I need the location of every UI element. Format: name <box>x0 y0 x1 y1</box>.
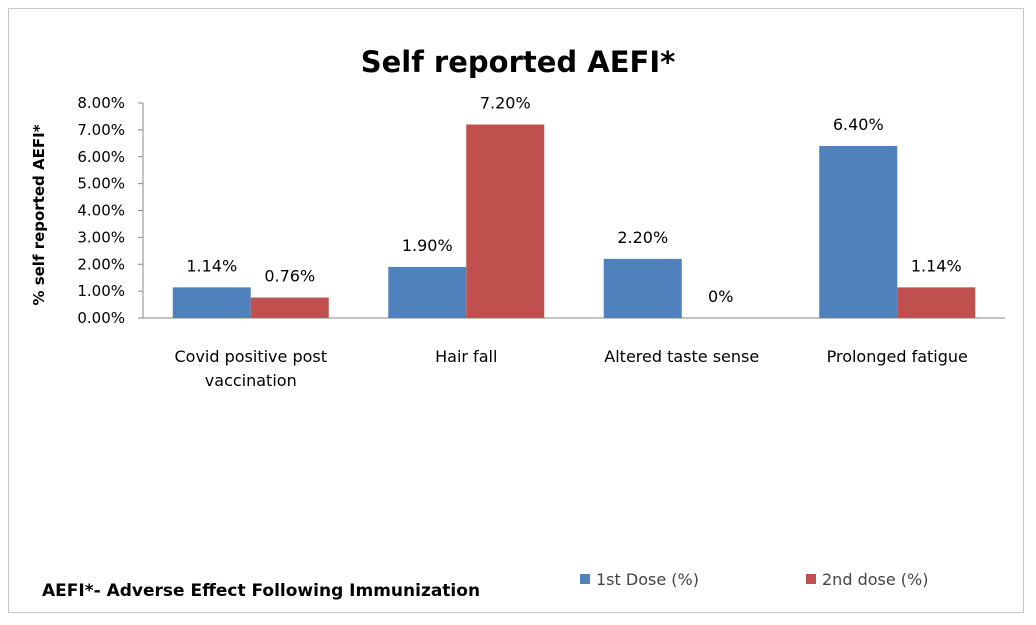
legend-label: 1st Dose (%) <box>596 570 699 589</box>
y-tick-label: 6.00% <box>77 148 125 166</box>
y-tick-label: 3.00% <box>77 228 125 246</box>
y-tick-label: 2.00% <box>77 255 125 273</box>
chart-title: Self reported AEFI* <box>361 45 676 79</box>
legend-swatch <box>806 574 816 584</box>
x-tick-label: Covid positive post <box>174 347 327 366</box>
data-label: 1.14% <box>186 256 237 275</box>
legend-label: 2nd dose (%) <box>822 570 928 589</box>
data-label: 0.76% <box>264 267 315 286</box>
x-tick-label: Prolonged fatigue <box>827 347 968 366</box>
legend-swatch <box>580 574 590 584</box>
y-tick-label: 5.00% <box>77 175 125 193</box>
y-tick-label: 7.00% <box>77 121 125 139</box>
bar-dose2 <box>897 287 976 318</box>
footnote: AEFI*- Adverse Effect Following Immuniza… <box>42 581 480 601</box>
data-label: 1.14% <box>911 256 962 275</box>
data-label: 0% <box>708 287 733 306</box>
bar-dose1 <box>172 287 251 318</box>
y-tick-label: 0.00% <box>77 309 125 327</box>
bar-dose2 <box>466 124 545 318</box>
data-label: 1.90% <box>402 236 453 255</box>
bar-dose1 <box>388 266 467 318</box>
y-tick-label: 8.00% <box>77 94 125 112</box>
x-tick-label: Hair fall <box>435 347 497 366</box>
data-label: 2.20% <box>617 228 668 247</box>
y-tick-label: 1.00% <box>77 282 125 300</box>
x-tick-label: vaccination <box>205 371 297 390</box>
bar-dose2 <box>250 297 329 318</box>
bar-dose1 <box>603 258 682 318</box>
data-label: 7.20% <box>480 94 531 113</box>
y-axis-label: % self reported AEFI* <box>30 124 48 305</box>
y-tick-label: 4.00% <box>77 202 125 220</box>
x-tick-label: Altered taste sense <box>604 347 759 366</box>
bar-dose1 <box>819 146 898 318</box>
data-label: 6.40% <box>833 115 884 134</box>
